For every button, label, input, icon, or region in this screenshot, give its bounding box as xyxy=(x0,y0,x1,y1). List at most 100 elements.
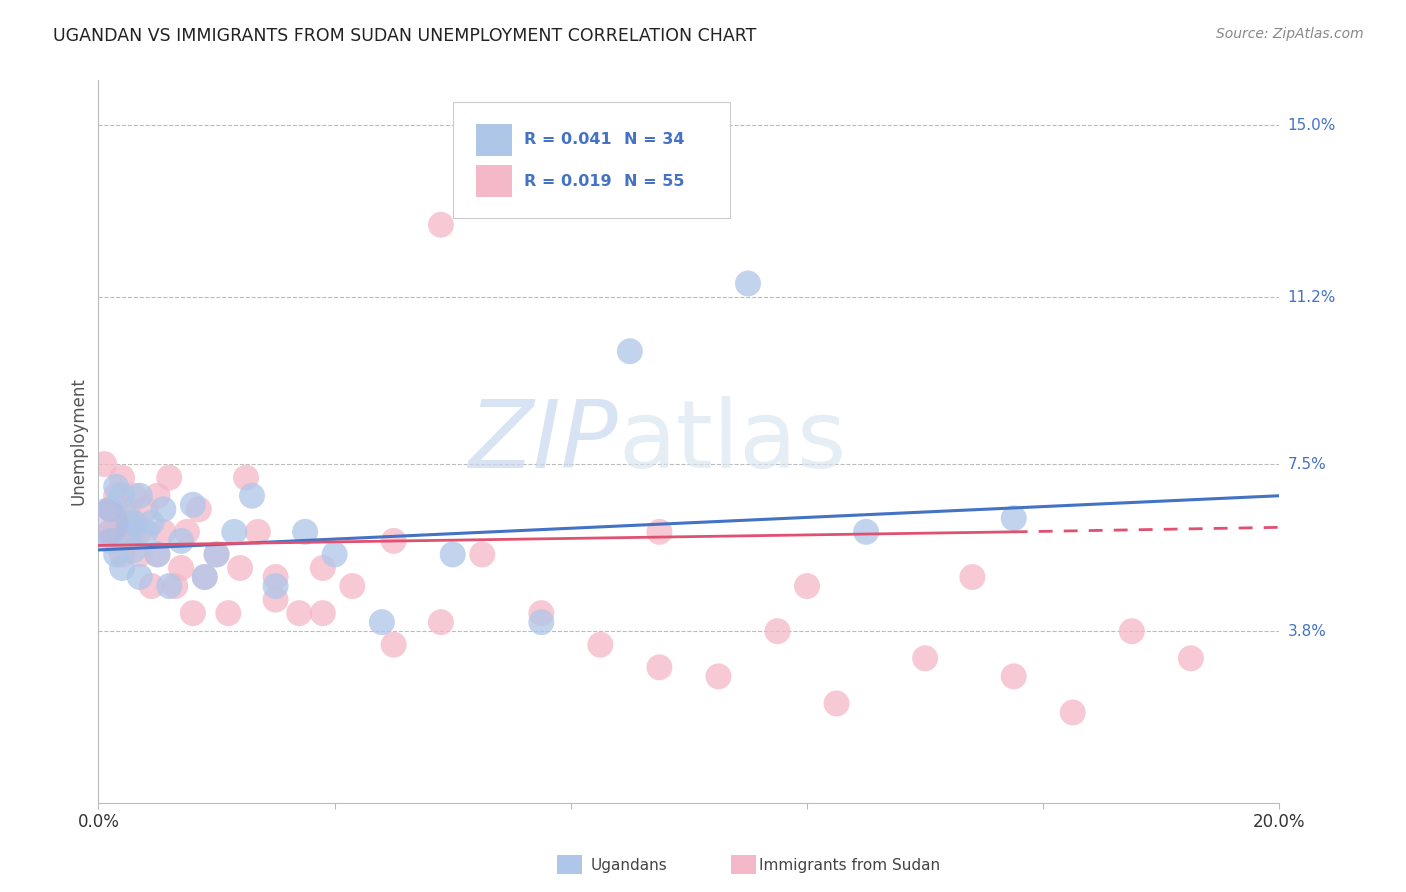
Point xyxy=(152,502,174,516)
Point xyxy=(111,489,134,503)
Point xyxy=(855,524,877,539)
Point xyxy=(441,548,464,562)
Point xyxy=(1002,511,1025,525)
Y-axis label: Unemployment: Unemployment xyxy=(69,377,87,506)
Point xyxy=(312,606,335,620)
Point xyxy=(382,533,405,548)
Point xyxy=(122,524,145,539)
FancyBboxPatch shape xyxy=(477,124,512,156)
Text: N = 34: N = 34 xyxy=(624,132,685,147)
Point xyxy=(648,660,671,674)
Text: R = 0.019: R = 0.019 xyxy=(523,174,612,189)
Point xyxy=(224,524,246,539)
Point xyxy=(430,615,453,630)
Point xyxy=(1180,651,1202,665)
Point xyxy=(342,579,364,593)
Text: 3.8%: 3.8% xyxy=(1288,624,1327,639)
Point xyxy=(93,457,115,471)
Point xyxy=(152,524,174,539)
Point xyxy=(194,570,217,584)
Point xyxy=(128,524,150,539)
Point xyxy=(157,579,180,593)
Point xyxy=(111,561,134,575)
Point xyxy=(146,548,169,562)
Point xyxy=(105,489,128,503)
Text: 11.2%: 11.2% xyxy=(1288,290,1336,304)
Point xyxy=(117,524,139,539)
Text: 7.5%: 7.5% xyxy=(1288,457,1326,472)
Point xyxy=(205,548,228,562)
Point xyxy=(98,533,121,548)
Text: N = 55: N = 55 xyxy=(624,174,685,189)
FancyBboxPatch shape xyxy=(453,102,730,218)
Point xyxy=(187,502,209,516)
Text: Immigrants from Sudan: Immigrants from Sudan xyxy=(759,858,941,872)
Point xyxy=(141,516,163,530)
Point xyxy=(165,579,187,593)
Point xyxy=(181,606,204,620)
Text: atlas: atlas xyxy=(619,395,846,488)
Point xyxy=(128,570,150,584)
Point xyxy=(111,548,134,562)
Point xyxy=(471,548,494,562)
Point xyxy=(105,548,128,562)
Point xyxy=(117,516,139,530)
Point xyxy=(914,651,936,665)
Point xyxy=(122,516,145,530)
Point xyxy=(157,471,180,485)
Point xyxy=(430,218,453,232)
Point xyxy=(146,489,169,503)
Text: 15.0%: 15.0% xyxy=(1288,118,1336,133)
Point xyxy=(648,524,671,539)
Point xyxy=(235,471,257,485)
Point xyxy=(98,502,121,516)
Point xyxy=(229,561,252,575)
Text: Ugandans: Ugandans xyxy=(591,858,668,872)
Point xyxy=(371,615,394,630)
Point xyxy=(98,524,121,539)
Point xyxy=(589,638,612,652)
Point xyxy=(382,638,405,652)
Point xyxy=(128,489,150,503)
Point xyxy=(796,579,818,593)
Point xyxy=(122,542,145,557)
Point xyxy=(170,561,193,575)
Point xyxy=(1002,669,1025,683)
Point xyxy=(217,606,239,620)
Point xyxy=(825,697,848,711)
Point xyxy=(294,524,316,539)
Point xyxy=(146,548,169,562)
Point xyxy=(128,548,150,562)
Point xyxy=(288,606,311,620)
Point xyxy=(105,480,128,494)
Point xyxy=(240,489,263,503)
Point xyxy=(619,344,641,359)
Point xyxy=(1121,624,1143,639)
Point xyxy=(205,548,228,562)
Point xyxy=(737,277,759,291)
Point xyxy=(194,570,217,584)
Point xyxy=(323,548,346,562)
Point xyxy=(93,516,115,530)
Text: UGANDAN VS IMMIGRANTS FROM SUDAN UNEMPLOYMENT CORRELATION CHART: UGANDAN VS IMMIGRANTS FROM SUDAN UNEMPLO… xyxy=(53,27,756,45)
Point xyxy=(176,524,198,539)
Point xyxy=(135,524,157,539)
Point xyxy=(111,471,134,485)
Point xyxy=(141,579,163,593)
Point xyxy=(105,533,128,548)
Point xyxy=(264,570,287,584)
Point xyxy=(181,498,204,512)
Point xyxy=(1062,706,1084,720)
Point xyxy=(246,524,269,539)
Point xyxy=(264,579,287,593)
Point xyxy=(707,669,730,683)
Point xyxy=(170,533,193,548)
Text: ZIP: ZIP xyxy=(468,396,619,487)
FancyBboxPatch shape xyxy=(477,165,512,197)
Point xyxy=(962,570,984,584)
Point xyxy=(117,502,139,516)
Point xyxy=(530,606,553,620)
Point xyxy=(530,615,553,630)
Text: R = 0.041: R = 0.041 xyxy=(523,132,612,147)
Point xyxy=(766,624,789,639)
